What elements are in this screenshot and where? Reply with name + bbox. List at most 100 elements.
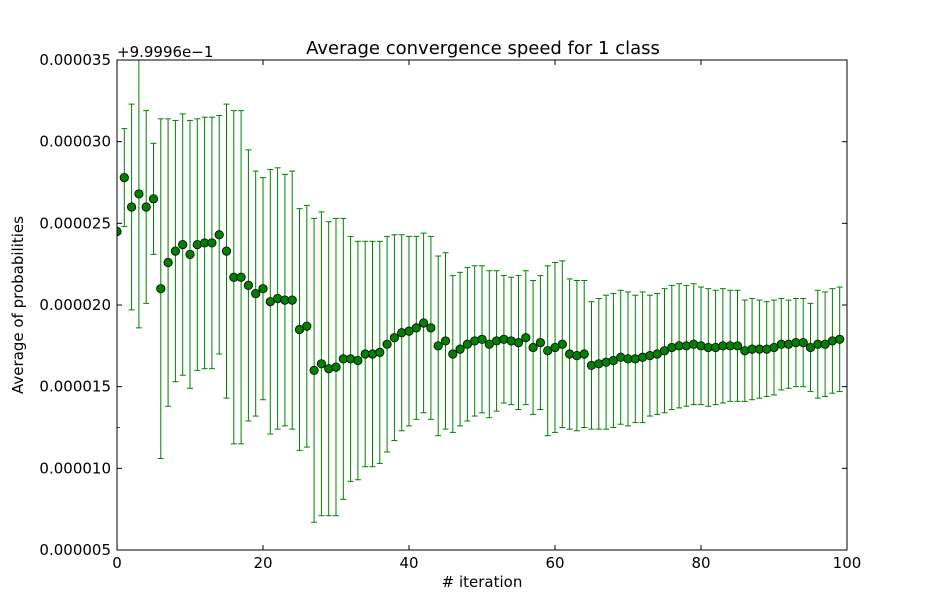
- x-tick-label: 20: [253, 554, 272, 572]
- marker: [375, 347, 385, 357]
- marker: [119, 173, 129, 183]
- data-point-43: [426, 235, 436, 420]
- data-point-27: [309, 217, 319, 523]
- data-point-11: [192, 118, 202, 371]
- data-point-24: [287, 170, 297, 430]
- data-point-58: [535, 275, 546, 411]
- data-point-44: [433, 255, 443, 437]
- data-point-69: [616, 289, 626, 425]
- data-point-31: [338, 217, 348, 500]
- data-point-66: [594, 297, 604, 430]
- data-point-64: [579, 280, 589, 428]
- marker: [127, 202, 137, 212]
- marker: [353, 355, 363, 366]
- data-point-32: [345, 235, 356, 482]
- marker: [258, 284, 268, 294]
- data-point-45: [440, 252, 451, 430]
- y-tick-label: 0.000005: [39, 541, 111, 559]
- marker: [835, 334, 845, 344]
- marker: [134, 189, 144, 199]
- y-tick-label: 0.000010: [39, 459, 111, 477]
- data-point-68: [608, 293, 619, 428]
- marker: [243, 280, 253, 290]
- x-tick-label: 60: [545, 554, 564, 572]
- marker: [521, 333, 531, 343]
- data-point-51: [484, 270, 494, 419]
- data-point-50: [477, 265, 487, 414]
- marker: [287, 295, 297, 305]
- marker: [221, 246, 232, 256]
- data-point-14: [214, 115, 224, 355]
- x-axis-ticks: 0 20 40 60 80 100: [112, 60, 861, 572]
- marker: [236, 272, 246, 282]
- data-point-98: [827, 288, 838, 394]
- marker: [535, 337, 546, 348]
- marker: [170, 246, 180, 256]
- data-point-90: [769, 299, 779, 396]
- data-point-30: [331, 217, 341, 517]
- data-point-84: [725, 289, 735, 402]
- data-point-15: [221, 103, 232, 399]
- y-tick-label: 0.000015: [39, 378, 111, 396]
- marker: [513, 337, 524, 348]
- data-point-10: [185, 119, 195, 389]
- chart-title: Average convergence speed for 1 class: [306, 38, 660, 59]
- marker: [214, 230, 224, 240]
- data-point-16: [229, 110, 239, 445]
- data-point-18: [243, 149, 253, 422]
- data-point-5: [148, 142, 159, 255]
- data-point-67: [601, 294, 611, 430]
- data-point-85: [732, 289, 743, 402]
- data-point-53: [499, 275, 509, 404]
- marker: [141, 202, 151, 212]
- data-point-62: [564, 278, 575, 430]
- data-point-33: [353, 240, 363, 481]
- data-point-72: [637, 291, 648, 424]
- marker: [302, 321, 312, 331]
- data-point-70: [623, 291, 633, 427]
- data-point-47: [455, 271, 465, 427]
- y-axis-ticks: 0.000005 0.000010 0.000015 0.000020 0.000025…: [39, 51, 847, 559]
- marker: [528, 342, 538, 353]
- marker: [440, 336, 451, 346]
- data-point-79: [689, 283, 699, 406]
- data-point-95: [805, 302, 816, 393]
- marker: [316, 359, 326, 369]
- data-point-4: [141, 110, 151, 304]
- marker: [178, 239, 188, 250]
- x-tick-label: 0: [112, 554, 122, 572]
- marker: [309, 365, 319, 375]
- y-offset-text: +9.9996e−1: [117, 43, 213, 61]
- data-point-37: [382, 235, 392, 453]
- marker: [411, 323, 421, 333]
- data-point-28: [316, 211, 326, 517]
- data-point-36: [375, 240, 385, 464]
- data-point-8: [170, 119, 180, 383]
- y-tick-label: 0.000035: [39, 51, 111, 69]
- marker: [331, 362, 341, 372]
- marker: [389, 333, 399, 343]
- marker: [163, 257, 173, 268]
- data-point-49: [470, 265, 480, 417]
- data-point-25: [294, 208, 305, 451]
- data-point-39: [397, 234, 407, 432]
- marker: [433, 341, 443, 351]
- data-point-89: [762, 301, 772, 397]
- data-point-55: [513, 275, 524, 411]
- y-tick-label: 0.000025: [39, 214, 111, 232]
- data-point-74: [652, 293, 662, 415]
- data-point-6: [156, 118, 166, 460]
- data-point-26: [302, 204, 312, 448]
- data-point-61: [557, 260, 567, 428]
- data-point-21: [265, 168, 275, 435]
- data-point-3: [134, 60, 144, 329]
- marker: [148, 194, 159, 204]
- data-point-59: [543, 265, 553, 437]
- marker: [557, 339, 567, 349]
- y-tick-label: 0.000020: [39, 296, 111, 314]
- data-point-99: [835, 286, 845, 393]
- data-point-97: [820, 291, 830, 397]
- marker: [732, 341, 743, 351]
- marker: [251, 288, 261, 299]
